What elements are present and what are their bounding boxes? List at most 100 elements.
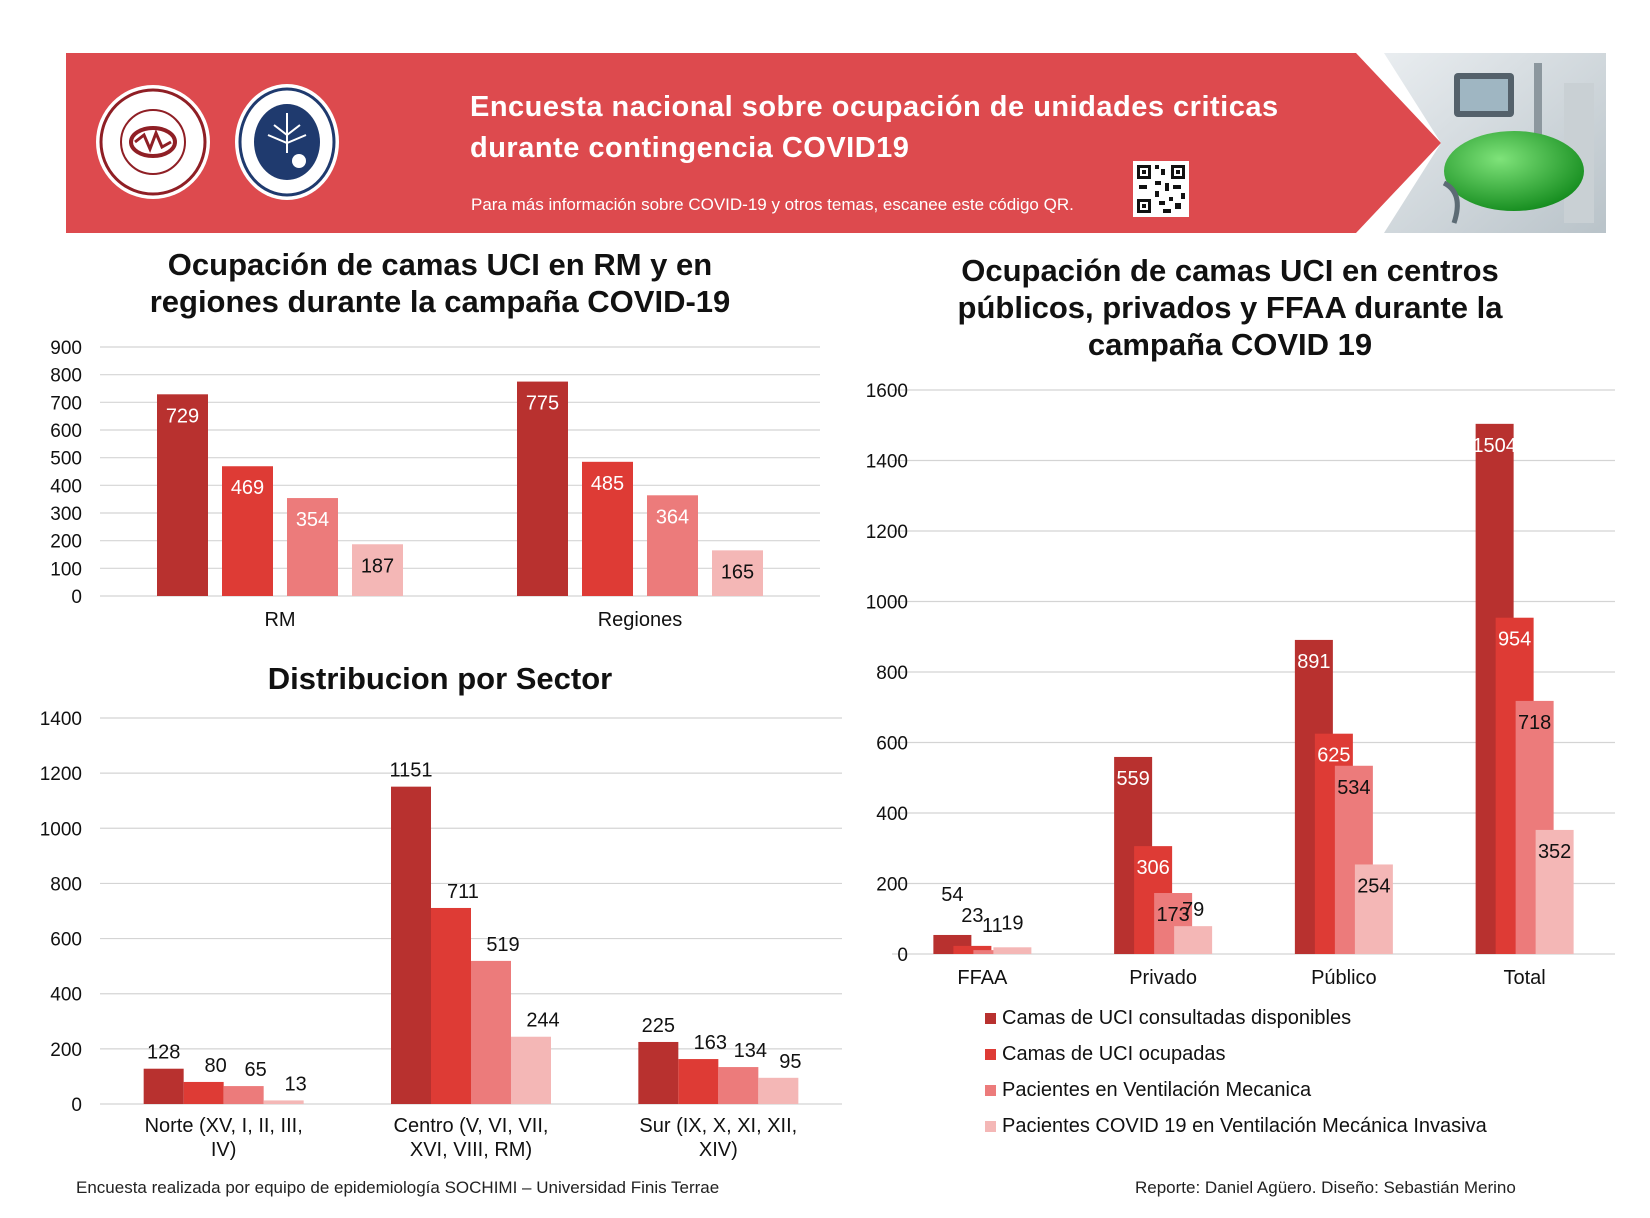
data-label: 11: [982, 915, 1003, 937]
data-label: 1151: [389, 760, 432, 782]
legend-label: Camas de UCI ocupadas: [1002, 1042, 1226, 1065]
legend-label: Pacientes en Ventilación Mecanica: [1002, 1078, 1312, 1101]
x-tick-label: RM: [264, 609, 295, 631]
data-label: 364: [656, 506, 689, 528]
universidad-finis-terrae-logo: [234, 83, 340, 201]
y-tick-label: 1200: [40, 764, 82, 785]
bar: [973, 950, 1012, 954]
y-tick-label: 1200: [866, 522, 908, 543]
data-label: 187: [361, 555, 394, 577]
data-label: 534: [1337, 777, 1370, 799]
y-tick-label: 700: [50, 393, 82, 414]
y-tick-label: 600: [50, 930, 82, 951]
bar: [183, 1081, 224, 1104]
legend-swatch: [985, 1084, 996, 1096]
y-tick-label: 200: [876, 875, 908, 896]
bar: [223, 1086, 264, 1104]
legend-item: Pacientes COVID 19 en Ventilación Mecáni…: [985, 1108, 1487, 1144]
data-label: 485: [591, 473, 624, 495]
bar: [712, 550, 763, 596]
header-banner: Encuesta nacional sobre ocupación de uni…: [66, 53, 1606, 233]
data-label: 718: [1518, 712, 1551, 734]
bar: [647, 495, 698, 596]
bar: [352, 544, 403, 596]
legend-swatch: [985, 1012, 996, 1024]
bar: [222, 466, 273, 596]
data-label: 354: [296, 509, 329, 531]
banner-subtitle: Para más información sobre COVID-19 y ot…: [471, 195, 1074, 214]
data-label: 165: [721, 561, 754, 583]
y-tick-label: 1400: [866, 452, 908, 473]
y-tick-label: 800: [876, 663, 908, 684]
data-label: 225: [642, 1015, 675, 1037]
legend-label: Pacientes COVID 19 en Ventilación Mecáni…: [1002, 1114, 1487, 1137]
qr-code-icon[interactable]: [1133, 161, 1189, 217]
bar: [517, 381, 568, 596]
x-tick-label: Regiones: [598, 609, 683, 631]
data-label: 1504: [1472, 435, 1517, 457]
sociedad-chilena-logo: [94, 83, 212, 201]
x-tick-label: Público: [1311, 967, 1377, 989]
legend-item: Camas de UCI ocupadas: [985, 1036, 1487, 1072]
bar: [391, 786, 431, 1104]
bar: [1354, 864, 1393, 954]
data-label: 79: [1182, 899, 1204, 921]
data-label: 95: [779, 1051, 801, 1073]
banner-background: [66, 53, 1441, 233]
data-label: 625: [1317, 745, 1350, 767]
x-tick-label: Total: [1504, 967, 1546, 989]
chart-rm-regiones-title: Ocupación de camas UCI en RM y en region…: [149, 247, 731, 319]
data-label: 469: [231, 477, 264, 499]
bar: [263, 1100, 304, 1104]
data-label: 19: [1001, 912, 1023, 934]
chart-centros-title: Ocupación de camas UCI en centros públic…: [957, 253, 1503, 362]
banner-title: Encuesta nacional sobre ocupación de uni…: [470, 91, 1279, 164]
y-tick-label: 1000: [40, 819, 82, 840]
legend-label: Camas de UCI consultadas disponibles: [1002, 1006, 1352, 1029]
y-tick-label: 1000: [866, 593, 908, 614]
bar: [287, 498, 338, 596]
y-tick-label: 1600: [866, 381, 908, 402]
bar: [511, 1036, 551, 1104]
y-tick-label: 1400: [40, 709, 82, 730]
data-label: 711: [447, 881, 479, 903]
data-label: 244: [526, 1010, 559, 1032]
data-label: 254: [1357, 875, 1390, 897]
legend-item: Camas de UCI consultadas disponibles: [985, 1000, 1487, 1036]
y-tick-label: 800: [50, 874, 82, 895]
y-tick-label: 600: [50, 421, 82, 442]
bar: [993, 947, 1032, 954]
data-label: 54: [941, 884, 963, 906]
data-label: 23: [961, 905, 983, 927]
data-label: 559: [1116, 768, 1149, 790]
data-label: 13: [285, 1073, 307, 1095]
x-tick-label: XIV): [699, 1139, 738, 1161]
y-tick-label: 300: [50, 504, 82, 525]
legend-item: Pacientes en Ventilación Mecanica: [985, 1072, 1487, 1108]
bar: [1535, 829, 1574, 954]
data-label: 954: [1498, 629, 1531, 651]
data-label: 163: [694, 1032, 727, 1054]
bar: [758, 1077, 799, 1104]
y-tick-label: 400: [50, 985, 82, 1006]
data-label: 80: [205, 1055, 227, 1077]
y-tick-label: 200: [50, 1040, 82, 1061]
y-tick-label: 200: [50, 532, 82, 553]
bar: [678, 1059, 719, 1104]
x-tick-label: Norte (XV, I, II, III,: [145, 1115, 303, 1137]
data-label: 352: [1538, 841, 1571, 863]
bar: [157, 394, 208, 596]
chart-centros-legend: Camas de UCI consultadas disponibles Cam…: [985, 1000, 1487, 1144]
y-tick-label: 0: [71, 587, 82, 608]
y-tick-label: 500: [50, 449, 82, 470]
x-tick-label: XVI, VIII, RM): [410, 1139, 532, 1161]
data-label: 519: [486, 934, 519, 956]
legend-swatch: [985, 1120, 996, 1132]
x-tick-label: IV): [211, 1139, 237, 1161]
y-tick-label: 800: [50, 366, 82, 387]
y-tick-label: 600: [876, 734, 908, 755]
bar: [718, 1067, 759, 1104]
